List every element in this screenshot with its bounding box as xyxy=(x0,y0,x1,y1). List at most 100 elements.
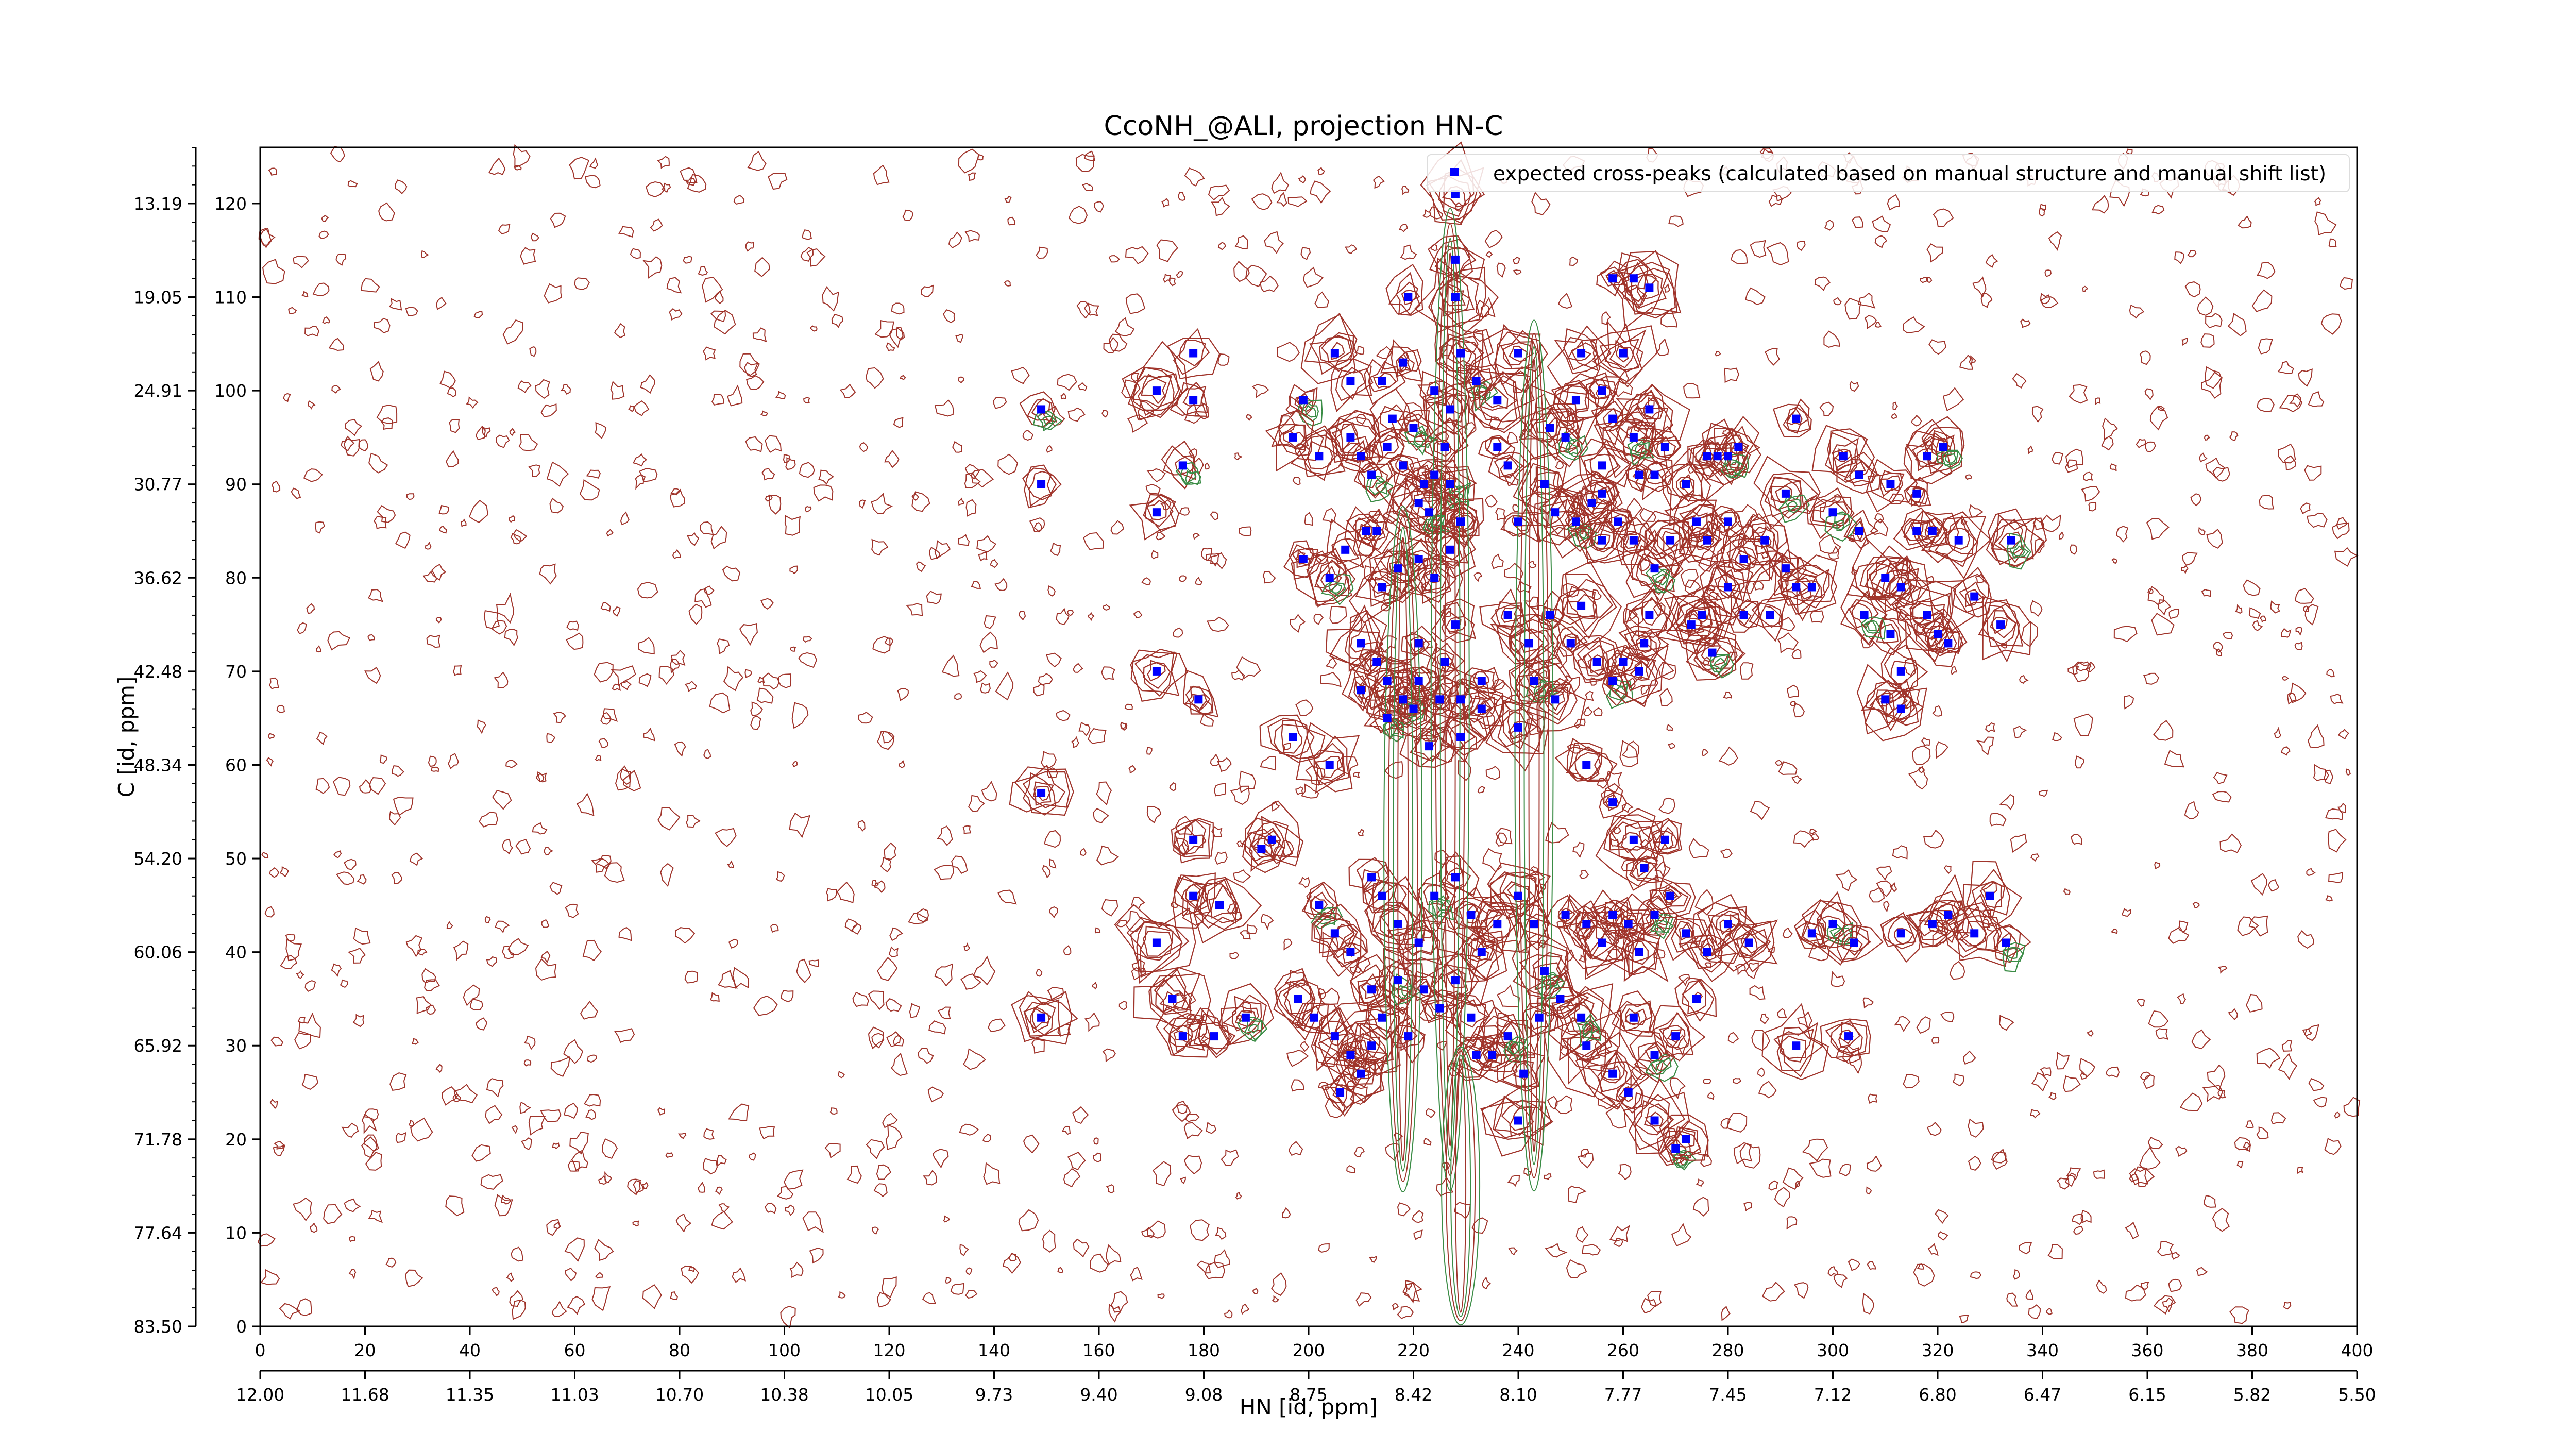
cross-peak-marker: 330, 46 xyxy=(1986,891,1994,900)
y-tick-label: 40 xyxy=(225,942,247,963)
noise-contour xyxy=(1106,1244,1122,1265)
noise-contour xyxy=(785,1204,795,1216)
noise-contour xyxy=(978,552,988,562)
noise-contour xyxy=(2079,1058,2096,1077)
peak-contour xyxy=(1596,893,1651,954)
peak-contour xyxy=(1023,772,1057,816)
cross-peak-marker: 262, 52 xyxy=(1629,835,1638,844)
peak-contour xyxy=(1685,634,1746,679)
noise-contour xyxy=(491,620,507,635)
noise-contour xyxy=(1291,1079,1304,1092)
noise-contour xyxy=(1575,1226,1589,1243)
noise-contour xyxy=(824,1143,841,1158)
noise-contour xyxy=(934,399,954,417)
noise-contour xyxy=(2205,313,2223,329)
peak-contour xyxy=(1510,614,1560,680)
noise-contour xyxy=(1758,1081,1777,1099)
noise-contour xyxy=(620,768,632,785)
peak-contour xyxy=(1373,373,1397,389)
noise-contour xyxy=(1018,1209,1039,1232)
noise-contour xyxy=(1131,959,1145,972)
peak-contour xyxy=(1533,488,1583,529)
noise-contour xyxy=(831,314,843,328)
noise-contour xyxy=(494,671,509,689)
noise-contour xyxy=(1088,728,1107,744)
cross-peak-marker: 256, 84 xyxy=(1598,536,1606,545)
noise-contour xyxy=(1659,688,1673,706)
peak-contour xyxy=(1129,493,1180,541)
noise-contour xyxy=(922,1170,938,1186)
peak-contour xyxy=(1856,664,1906,735)
negative-contour xyxy=(1328,580,1346,597)
peak-contour xyxy=(1681,503,1724,541)
negative-contour xyxy=(2007,532,2032,570)
x-tick-label: 100 xyxy=(768,1340,801,1360)
noise-contour xyxy=(2147,1136,2163,1150)
peak-contour xyxy=(1344,506,1384,557)
noise-contour xyxy=(2296,1167,2303,1174)
peak-contour xyxy=(1871,555,1935,623)
peak-contour xyxy=(1597,1053,1628,1092)
x-ppm-tick-label: 10.70 xyxy=(655,1385,704,1405)
noise-contour xyxy=(927,1086,944,1103)
ridge-contour xyxy=(1523,346,1545,1166)
x-axis-label: HN [id, ppm] xyxy=(1240,1394,1378,1420)
noise-contour xyxy=(922,1292,937,1304)
negative-contour xyxy=(1404,425,1438,456)
noise-contour xyxy=(1892,845,1908,860)
noise-contour xyxy=(1234,452,1243,461)
noise-contour xyxy=(2010,833,2027,853)
noise-contour xyxy=(1639,508,1657,523)
cross-peak-marker: 250, 73 xyxy=(1566,639,1575,648)
noise-contour xyxy=(1066,610,1074,616)
noise-contour xyxy=(932,1149,949,1169)
noise-contour xyxy=(349,1236,355,1242)
peak-contour xyxy=(1538,678,1572,721)
peak-contour xyxy=(1182,381,1205,407)
x-tick-label: 0 xyxy=(255,1340,266,1360)
noise-contour xyxy=(2278,1053,2298,1080)
noise-contour xyxy=(1698,549,1719,572)
noise-contour xyxy=(1229,951,1240,959)
noise-contour xyxy=(955,334,964,343)
cross-peak-marker: 296, 42 xyxy=(1807,929,1816,938)
noise-contour xyxy=(960,973,982,990)
noise-contour xyxy=(2030,853,2040,862)
noise-contour xyxy=(1791,775,1803,784)
noise-contour xyxy=(2212,1207,2230,1232)
peak-contour xyxy=(1484,435,1512,456)
noise-contour xyxy=(1992,1149,2008,1170)
noise-contour xyxy=(754,257,771,278)
noise-contour xyxy=(1968,1118,1984,1138)
noise-contour xyxy=(1271,1272,1287,1296)
noise-contour xyxy=(2248,915,2268,937)
peak-contour xyxy=(1625,1008,1647,1026)
peak-contour xyxy=(1558,906,1634,969)
noise-contour xyxy=(2207,1064,2226,1091)
noise-contour xyxy=(882,1113,898,1128)
noise-contour xyxy=(269,867,280,878)
noise-contour xyxy=(2019,1241,2032,1255)
noise-contour xyxy=(485,1105,503,1124)
noise-contour xyxy=(2047,1244,2063,1259)
noise-contour xyxy=(368,1209,383,1223)
peak-contour xyxy=(1355,1033,1381,1059)
negative-contour xyxy=(1784,492,1801,514)
cross-peak-marker: 252, 33 xyxy=(1577,1013,1586,1022)
noise-contour xyxy=(1231,912,1242,921)
noise-contour xyxy=(844,918,858,933)
noise-contour xyxy=(2110,928,2118,934)
noise-contour xyxy=(270,1036,283,1047)
noise-contour xyxy=(813,484,834,502)
noise-contour xyxy=(1094,927,1101,934)
peak-contour xyxy=(1313,743,1345,794)
noise-contour xyxy=(1125,246,1149,264)
cross-peak-marker: 275, 76 xyxy=(1698,611,1706,619)
noise-contour xyxy=(439,370,456,389)
noise-contour xyxy=(586,469,601,479)
cross-peak-marker: 240, 46 xyxy=(1514,891,1522,900)
peak-contour xyxy=(1496,1020,1525,1052)
noise-contour xyxy=(1179,575,1187,582)
peak-contour xyxy=(1906,900,1959,947)
cross-peak-marker: 198, 35 xyxy=(1294,995,1302,1003)
